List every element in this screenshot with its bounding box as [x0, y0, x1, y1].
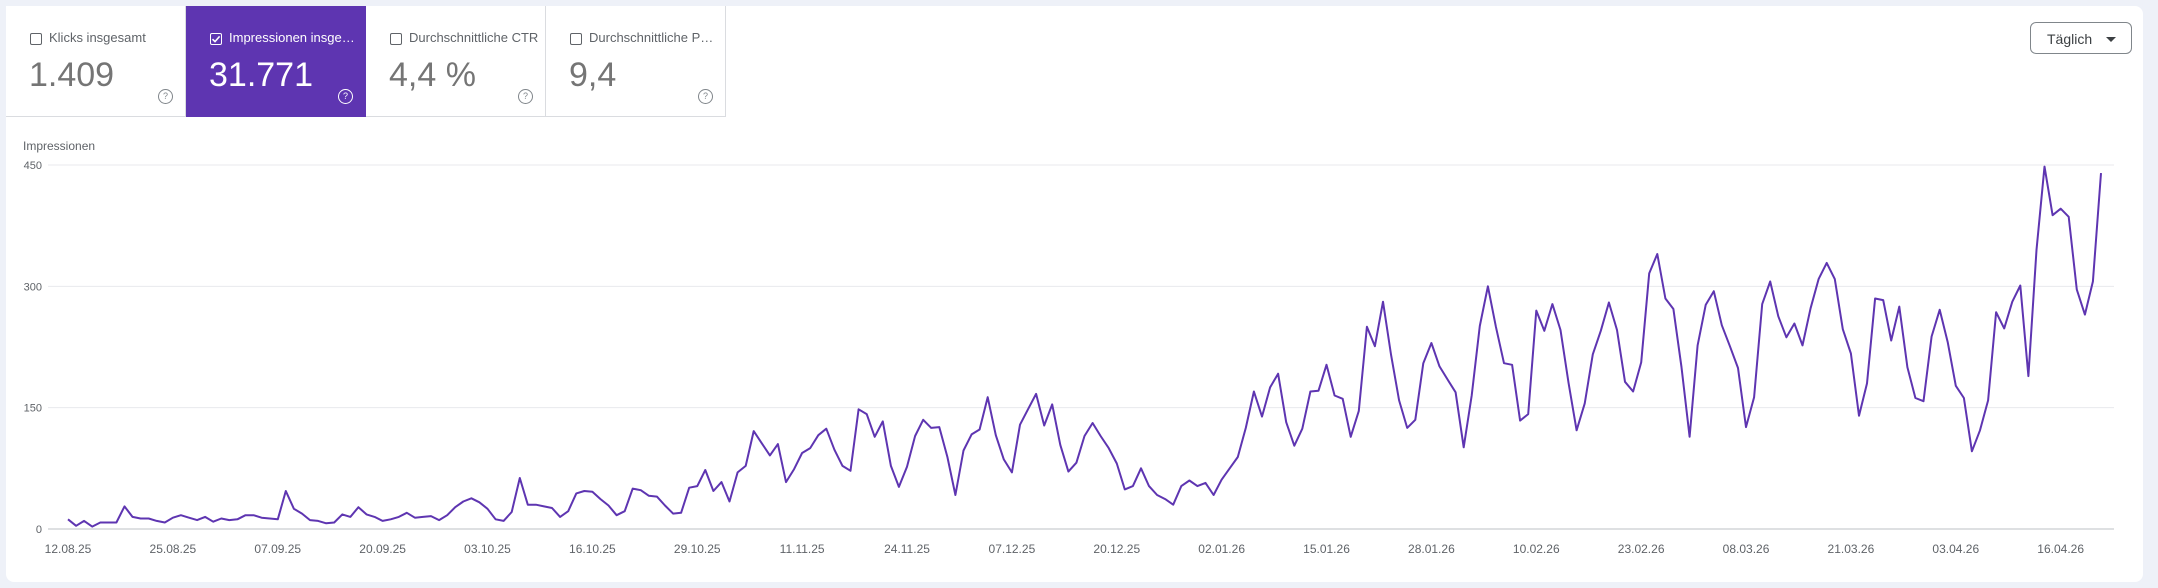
checkbox-icon[interactable] — [30, 33, 42, 45]
performance-card: Klicks insgesamt 1.409 ? Impressionen in… — [6, 6, 2143, 582]
x-tick-label: 16.10.25 — [569, 542, 616, 556]
help-icon[interactable]: ? — [338, 89, 353, 104]
x-tick-label: 03.10.25 — [464, 542, 511, 556]
checkbox-checked-icon[interactable] — [210, 33, 222, 45]
x-tick-label: 25.08.25 — [150, 542, 197, 556]
x-tick-label: 29.10.25 — [674, 542, 721, 556]
x-tick-label: 07.09.25 — [254, 542, 301, 556]
metric-value: 4,4 % — [389, 56, 476, 94]
metric-value: 1.409 — [29, 56, 115, 94]
chevron-down-icon — [2106, 37, 2116, 42]
metric-tile-impressions[interactable]: Impressionen insgesamt 31.771 ? — [186, 6, 366, 117]
x-tick-label: 10.02.26 — [1513, 542, 1560, 556]
x-tick-label: 21.03.26 — [1828, 542, 1875, 556]
help-icon[interactable]: ? — [518, 89, 533, 104]
x-tick-label: 12.08.25 — [45, 542, 92, 556]
x-tick-label: 23.02.26 — [1618, 542, 1665, 556]
x-tick-label: 20.09.25 — [359, 542, 406, 556]
period-dropdown[interactable]: Täglich — [2030, 22, 2132, 54]
metric-value: 31.771 — [209, 56, 313, 94]
chart-y-axis-label: Impressionen — [23, 139, 96, 153]
checkbox-icon[interactable] — [570, 33, 582, 45]
y-tick-label: 300 — [24, 281, 42, 293]
metric-tile-ctr[interactable]: Durchschnittliche CTR 4,4 % ? — [366, 6, 546, 117]
metric-tile-clicks[interactable]: Klicks insgesamt 1.409 ? — [6, 6, 186, 117]
help-icon[interactable]: ? — [698, 89, 713, 104]
x-tick-label: 07.12.25 — [989, 542, 1036, 556]
y-tick-label: 0 — [36, 524, 42, 536]
checkbox-icon[interactable] — [390, 33, 402, 45]
impressions-line-chart: 0 150 300 450 12.08.25 25.08.25 07.09.25 20.09.… — [24, 160, 2114, 556]
metric-value: 9,4 — [569, 56, 617, 94]
x-tick-label: 16.04.26 — [2037, 542, 2084, 556]
help-icon[interactable]: ? — [158, 89, 173, 104]
y-tick-label: 450 — [24, 160, 42, 172]
x-tick-label: 24.11.25 — [884, 542, 930, 556]
period-dropdown-label: Täglich — [2047, 31, 2093, 47]
x-tick-label: 15.01.26 — [1303, 542, 1350, 556]
y-tick-label: 150 — [24, 403, 42, 415]
x-tick-label: 02.01.26 — [1198, 542, 1245, 556]
metric-tile-position[interactable]: Durchschnittliche Position 9,4 ? — [546, 6, 726, 117]
x-tick-label: 11.11.25 — [780, 542, 825, 556]
series-line-impressions[interactable] — [67, 165, 2102, 528]
metric-tiles: Klicks insgesamt 1.409 ? Impressionen in… — [6, 6, 726, 117]
x-tick-label: 08.03.26 — [1723, 542, 1770, 556]
x-tick-label: 28.01.26 — [1408, 542, 1455, 556]
x-tick-label: 20.12.25 — [1093, 542, 1140, 556]
x-tick-label: 03.04.26 — [1932, 542, 1979, 556]
